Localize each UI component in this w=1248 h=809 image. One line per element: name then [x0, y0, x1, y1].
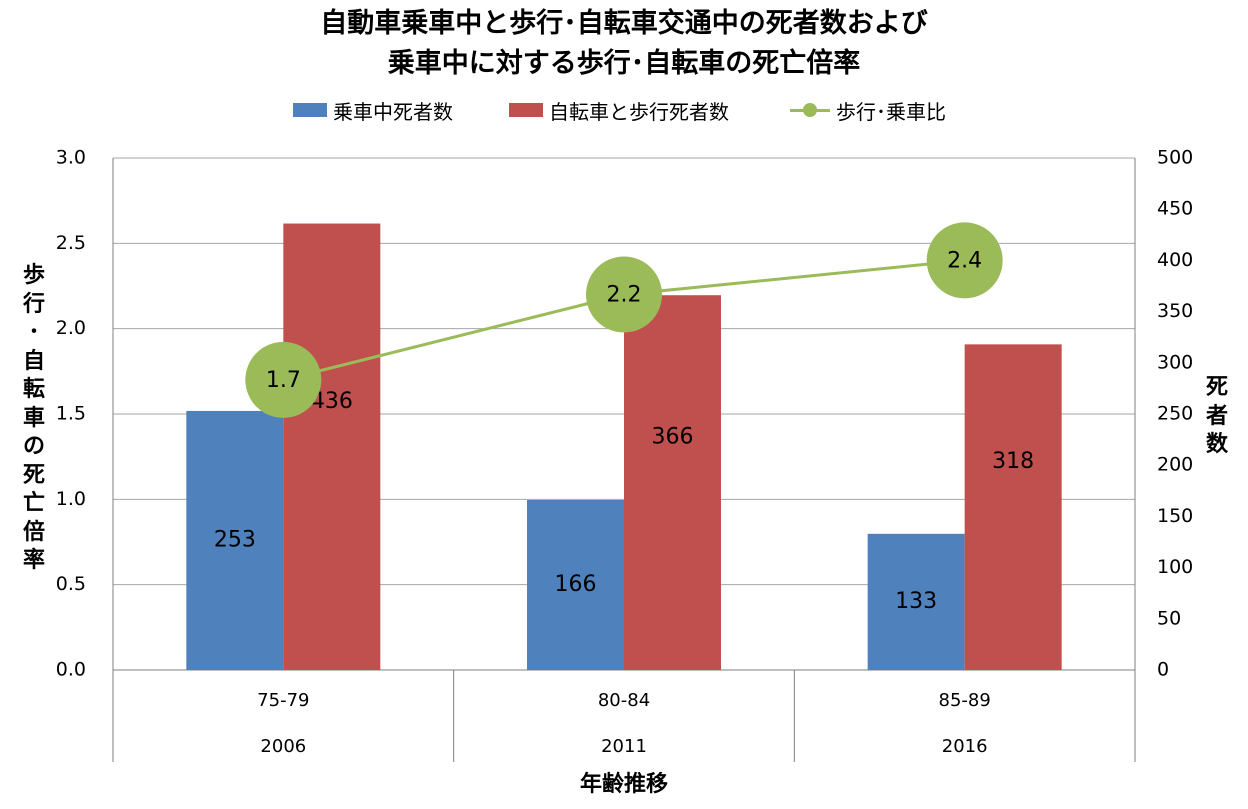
y-left-tick-label: 0.0	[56, 659, 86, 681]
legend: 乗車中死者数 自転車と歩行死者数 歩行･乗車比	[0, 96, 1248, 124]
legend-item-bike-walk-deaths: 自転車と歩行死者数	[509, 96, 729, 124]
bar-data-label: 166	[555, 572, 597, 597]
legend-swatch-ratio	[790, 103, 830, 117]
ratio-marker	[926, 222, 1003, 299]
bar-bike-walk	[964, 344, 1062, 670]
bar-car	[186, 410, 284, 670]
legend-item-car-deaths: 乗車中死者数	[293, 96, 453, 124]
chart-title-line1: 自動車乗車中と歩行･自転車交通中の死者数および	[320, 8, 928, 39]
y-right-tick-label: 0	[1157, 659, 1169, 681]
y-left-tick-label: 3.0	[56, 147, 86, 169]
y-right-tick-label: 50	[1157, 607, 1181, 629]
x-category-age: 85-89	[939, 690, 991, 711]
chart-title-line2: 乗車中に対する歩行･自転車の死亡倍率	[387, 48, 861, 79]
y-left-axis-title: 歩行･自転車の死亡倍率	[22, 263, 45, 573]
legend-label-ratio: 歩行･乗車比	[836, 99, 946, 124]
legend-swatch-car	[293, 103, 327, 117]
y-right-tick-label: 400	[1157, 249, 1193, 271]
bar-car	[867, 533, 965, 670]
y-right-tick-label: 250	[1157, 403, 1193, 425]
ratio-data-label: 2.2	[607, 283, 642, 308]
x-category-year: 2006	[260, 736, 306, 757]
bar-data-label: 366	[652, 425, 694, 450]
bar-data-label: 133	[895, 589, 937, 614]
y-right-tick-label: 150	[1157, 505, 1193, 527]
y-left-tick-label: 2.0	[56, 317, 86, 339]
y-right-tick-label: 450	[1157, 198, 1193, 220]
x-category-year: 2011	[601, 736, 647, 757]
y-left-tick-label: 1.0	[56, 488, 86, 510]
legend-label-car: 乗車中死者数	[333, 99, 453, 124]
x-category-age: 75-79	[257, 690, 309, 711]
y-right-tick-label: 500	[1157, 147, 1193, 169]
bar-bike-walk	[624, 295, 721, 670]
bar-data-label: 253	[214, 527, 256, 552]
ratio-marker	[586, 256, 662, 333]
y-right-tick-label: 300	[1157, 351, 1193, 373]
ratio-data-label: 2.4	[947, 248, 982, 273]
x-axis-title: 年齢推移	[579, 772, 668, 797]
y-left-tick-label: 0.5	[56, 573, 86, 595]
legend-item-ratio: 歩行･乗車比	[790, 96, 946, 124]
x-category-year: 2016	[942, 736, 988, 757]
y-right-axis-title: 死者数	[1205, 375, 1228, 457]
ratio-marker	[245, 341, 322, 418]
legend-swatch-bike-walk	[509, 103, 543, 117]
x-category-age: 80-84	[598, 690, 650, 711]
bar-data-label: 318	[992, 449, 1034, 474]
y-right-tick-label: 200	[1157, 454, 1193, 476]
legend-label-bike-walk: 自転車と歩行死者数	[549, 99, 729, 124]
ratio-data-label: 1.7	[266, 368, 301, 393]
bar-car	[527, 500, 624, 670]
y-left-tick-label: 1.5	[56, 403, 86, 425]
y-left-tick-label: 2.5	[56, 232, 86, 254]
y-right-tick-label: 100	[1157, 556, 1193, 578]
y-right-tick-label: 350	[1157, 300, 1193, 322]
bar-bike-walk	[283, 223, 381, 670]
